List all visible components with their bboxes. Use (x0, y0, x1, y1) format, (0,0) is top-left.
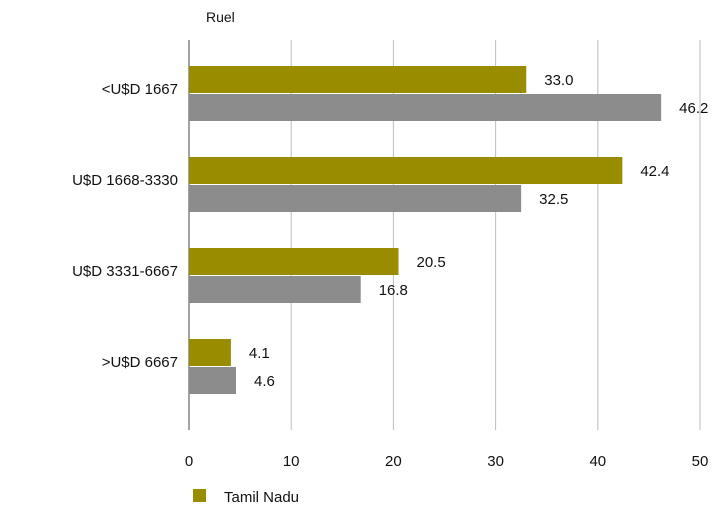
legend-swatch-tamil-nadu (193, 489, 206, 502)
legend: Tamil Nadu (193, 489, 299, 506)
category-label: U$D 1668-3330 (72, 172, 178, 189)
bar-series-2 (189, 276, 361, 303)
x-tick-label: 10 (283, 453, 300, 470)
data-label: 32.5 (539, 191, 568, 208)
category-label: <U$D 1667 (102, 81, 178, 98)
data-label: 33.0 (544, 72, 573, 89)
bar-tamil-nadu (189, 248, 399, 275)
data-label: 4.6 (254, 373, 275, 390)
category-label: U$D 3331-6667 (72, 263, 178, 280)
data-labels: 33.0 46.2 42.4 32.5 20.5 16.8 4.1 4.6 (249, 72, 708, 390)
bar-tamil-nadu (189, 157, 623, 184)
bar-tamil-nadu (189, 339, 231, 366)
bar-series-2 (189, 94, 662, 121)
category-labels: <U$D 1667 U$D 1668-3330 U$D 3331-6667 >U$D … (72, 81, 178, 371)
axis-title: Ruel (206, 9, 235, 25)
x-tick-label: 30 (487, 453, 504, 470)
bar-series-2 (189, 185, 522, 212)
legend-label-tamil-nadu: Tamil Nadu (224, 489, 299, 506)
bar-series-2 (189, 367, 237, 394)
data-label: 16.8 (379, 282, 408, 299)
data-label: 20.5 (417, 254, 446, 271)
data-label: 42.4 (640, 163, 669, 180)
x-tick-label: 40 (589, 453, 606, 470)
bar-tamil-nadu (189, 66, 527, 93)
bars (189, 66, 662, 394)
data-label: 4.1 (249, 345, 270, 362)
x-tick-labels: 0 10 20 30 40 50 (185, 453, 709, 470)
category-label: >U$D 6667 (102, 354, 178, 371)
x-tick-label: 0 (185, 453, 193, 470)
x-tick-label: 20 (385, 453, 402, 470)
data-label: 46.2 (679, 100, 708, 117)
x-tick-label: 50 (692, 453, 709, 470)
